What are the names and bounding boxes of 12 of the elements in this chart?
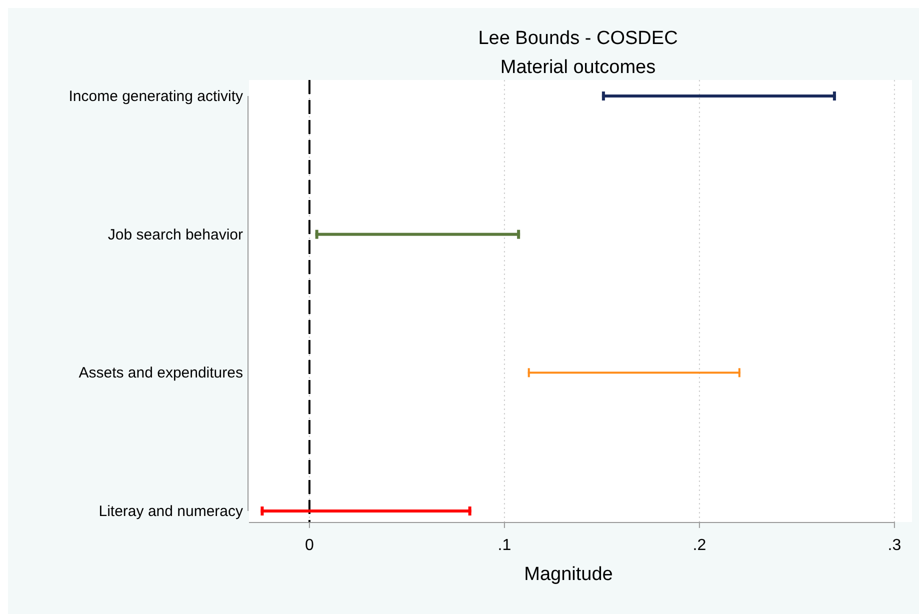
- y-tick-label: Assets and expenditures: [78, 364, 243, 382]
- x-tick-label: 0: [304, 537, 314, 554]
- chart-subtitle: Material outcomes: [500, 57, 656, 78]
- y-tick-label: Job search behavior: [108, 226, 243, 244]
- x-tick-label: .2: [692, 537, 706, 554]
- x-tick-label: .3: [888, 537, 902, 554]
- chart-title: Lee Bounds - COSDEC: [478, 28, 678, 49]
- y-tick-label: Income generating activity: [68, 88, 244, 105]
- y-tick-label: Literay and numeracy: [98, 503, 244, 520]
- x-tick-label: .1: [498, 537, 512, 554]
- x-axis-title: Magnitude: [524, 564, 613, 585]
- bar: [528, 372, 740, 374]
